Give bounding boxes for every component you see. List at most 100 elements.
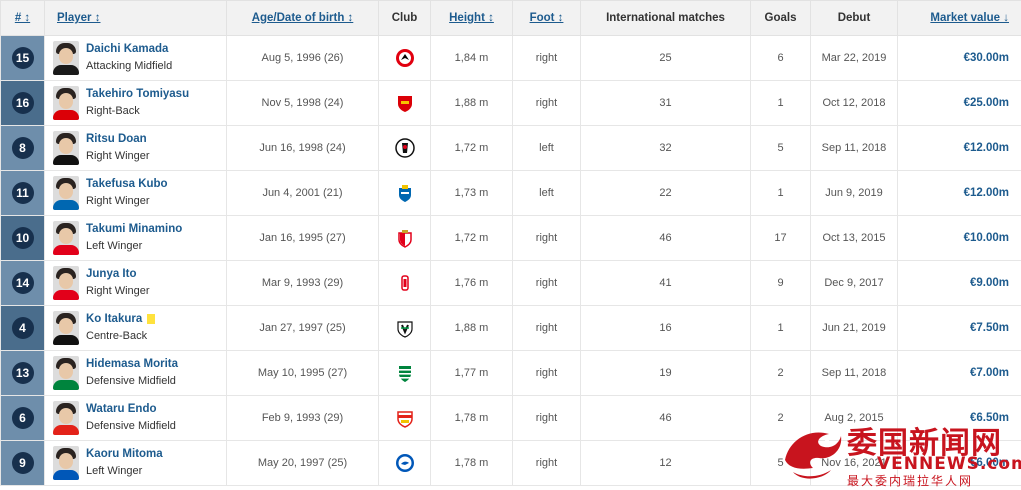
player-photo[interactable]: [53, 356, 79, 390]
player-position: Right Winger: [86, 285, 150, 297]
sort-number-header[interactable]: # ↕: [0, 0, 45, 36]
market-value-link[interactable]: €7.50m: [897, 305, 1021, 351]
market-value-link[interactable]: €9.00m: [897, 260, 1021, 306]
market-value-link[interactable]: €12.00m: [897, 170, 1021, 216]
vfb-stuttgart-crest-icon[interactable]: [395, 408, 415, 428]
player-cell: Hidemasa Morita Defensive Midfield: [44, 350, 227, 396]
player-photo[interactable]: [53, 446, 79, 480]
debut-date: Oct 12, 2018: [810, 80, 898, 126]
height: 1,72 m: [430, 125, 513, 171]
debut-date: Sep 11, 2018: [810, 350, 898, 396]
foot: right: [512, 350, 581, 396]
shirt-number-cell: 13: [0, 350, 45, 396]
as-monaco-crest-icon[interactable]: [395, 228, 415, 248]
shirt-number: 14: [11, 272, 34, 294]
market-value-link[interactable]: €6.00m: [897, 440, 1021, 486]
shirt-number: 13: [11, 362, 34, 384]
goals: 1: [750, 305, 811, 351]
player-photo[interactable]: [53, 41, 79, 75]
player-cell: Ritsu Doan Right Winger: [44, 125, 227, 171]
club-cell: [378, 80, 431, 126]
market-value-link[interactable]: €12.00m: [897, 125, 1021, 171]
market-value-link[interactable]: €6.50m: [897, 395, 1021, 441]
player-photo[interactable]: [53, 176, 79, 210]
sort-market-value-header[interactable]: Market value ↓: [897, 0, 1021, 36]
height: 1,78 m: [430, 440, 513, 486]
player-photo[interactable]: [53, 266, 79, 300]
player-cell: Ko Itakura Centre-Back: [44, 305, 227, 351]
real-sociedad-crest-icon[interactable]: [395, 183, 415, 203]
player-name-link[interactable]: Kaoru Mitoma: [86, 448, 163, 460]
player-position: Defensive Midfield: [86, 420, 176, 432]
shirt-number-cell: 6: [0, 395, 45, 441]
debut-date: Oct 13, 2015: [810, 215, 898, 261]
player-name-link[interactable]: Ko Itakura: [86, 311, 156, 328]
foot: left: [512, 125, 581, 171]
player-name-link[interactable]: Takehiro Tomiyasu: [86, 88, 190, 100]
goals: 1: [750, 170, 811, 216]
player-name-link[interactable]: Takefusa Kubo: [86, 178, 168, 190]
player-name-link[interactable]: Wataru Endo: [86, 403, 157, 415]
table-header: # ↕ Player ↕ Age/Date of birth ↕ Club He…: [0, 0, 1021, 36]
market-value-link[interactable]: €25.00m: [897, 80, 1021, 126]
sort-foot-header[interactable]: Foot ↕: [512, 0, 581, 36]
player-photo[interactable]: [53, 131, 79, 165]
shirt-number-cell: 16: [0, 80, 45, 126]
market-value-link[interactable]: €7.00m: [897, 350, 1021, 396]
shirt-number: 8: [11, 137, 34, 159]
sort-height-header[interactable]: Height ↕: [430, 0, 513, 36]
table-row: 14 Junya Ito Right Winger Mar 9, 1993 (2…: [0, 260, 1021, 306]
debut-date: Dec 9, 2017: [810, 260, 898, 306]
international-matches: 22: [580, 170, 751, 216]
player-photo[interactable]: [53, 86, 79, 120]
debut-date: Jun 9, 2019: [810, 170, 898, 216]
arsenal-crest-icon[interactable]: [395, 93, 415, 113]
date-of-birth: Jan 27, 1997 (25): [226, 305, 379, 351]
player-cell: Takehiro Tomiyasu Right-Back: [44, 80, 227, 126]
sporting-cp-crest-icon[interactable]: [395, 363, 415, 383]
brighton-crest-icon[interactable]: [395, 453, 415, 473]
foot: right: [512, 80, 581, 126]
market-value-link[interactable]: €10.00m: [897, 215, 1021, 261]
player-photo[interactable]: [53, 311, 79, 345]
date-of-birth: May 20, 1997 (25): [226, 440, 379, 486]
player-photo[interactable]: [53, 401, 79, 435]
eintracht-frankfurt-crest-icon[interactable]: [395, 48, 415, 68]
sc-freiburg-crest-icon[interactable]: [394, 138, 415, 158]
goals: 2: [750, 395, 811, 441]
sort-age-header[interactable]: Age/Date of birth ↕: [226, 0, 379, 36]
height: 1,77 m: [430, 350, 513, 396]
date-of-birth: Jun 4, 2001 (21): [226, 170, 379, 216]
goals: 1: [750, 80, 811, 126]
shirt-number: 16: [11, 92, 34, 114]
market-value-link[interactable]: €30.00m: [897, 35, 1021, 81]
foot: right: [512, 260, 581, 306]
player-name-link[interactable]: Takumi Minamino: [86, 223, 183, 235]
international-matches: 19: [580, 350, 751, 396]
player-position: Left Winger: [86, 465, 143, 477]
shirt-number-cell: 10: [0, 215, 45, 261]
table-row: 4 Ko Itakura Centre-Back Jan 27, 1997 (2…: [0, 305, 1021, 351]
sort-player-header[interactable]: Player ↕: [44, 0, 227, 36]
stade-de-reims-crest-icon[interactable]: [395, 273, 415, 293]
table-row: 11 Takefusa Kubo Right Winger Jun 4, 200…: [0, 170, 1021, 216]
height: 1,84 m: [430, 35, 513, 81]
international-matches: 12: [580, 440, 751, 486]
shirt-number-cell: 8: [0, 125, 45, 171]
international-matches: 46: [580, 215, 751, 261]
foot: right: [512, 35, 581, 81]
player-photo[interactable]: [53, 221, 79, 255]
club-cell: [378, 35, 431, 81]
table-row: 8 Ritsu Doan Right Winger Jun 16, 1998 (…: [0, 125, 1021, 171]
shirt-number: 10: [11, 227, 34, 249]
borussia-monchengladbach-crest-icon[interactable]: [395, 318, 415, 338]
player-name-link[interactable]: Daichi Kamada: [86, 43, 169, 55]
date-of-birth: Aug 5, 1996 (26): [226, 35, 379, 81]
player-name-link[interactable]: Ritsu Doan: [86, 133, 147, 145]
height: 1,76 m: [430, 260, 513, 306]
player-name-link[interactable]: Hidemasa Morita: [86, 358, 179, 370]
player-name-link[interactable]: Junya Ito: [86, 268, 137, 280]
date-of-birth: Mar 9, 1993 (29): [226, 260, 379, 306]
date-of-birth: Nov 5, 1998 (24): [226, 80, 379, 126]
debut-date: Sep 11, 2018: [810, 125, 898, 171]
